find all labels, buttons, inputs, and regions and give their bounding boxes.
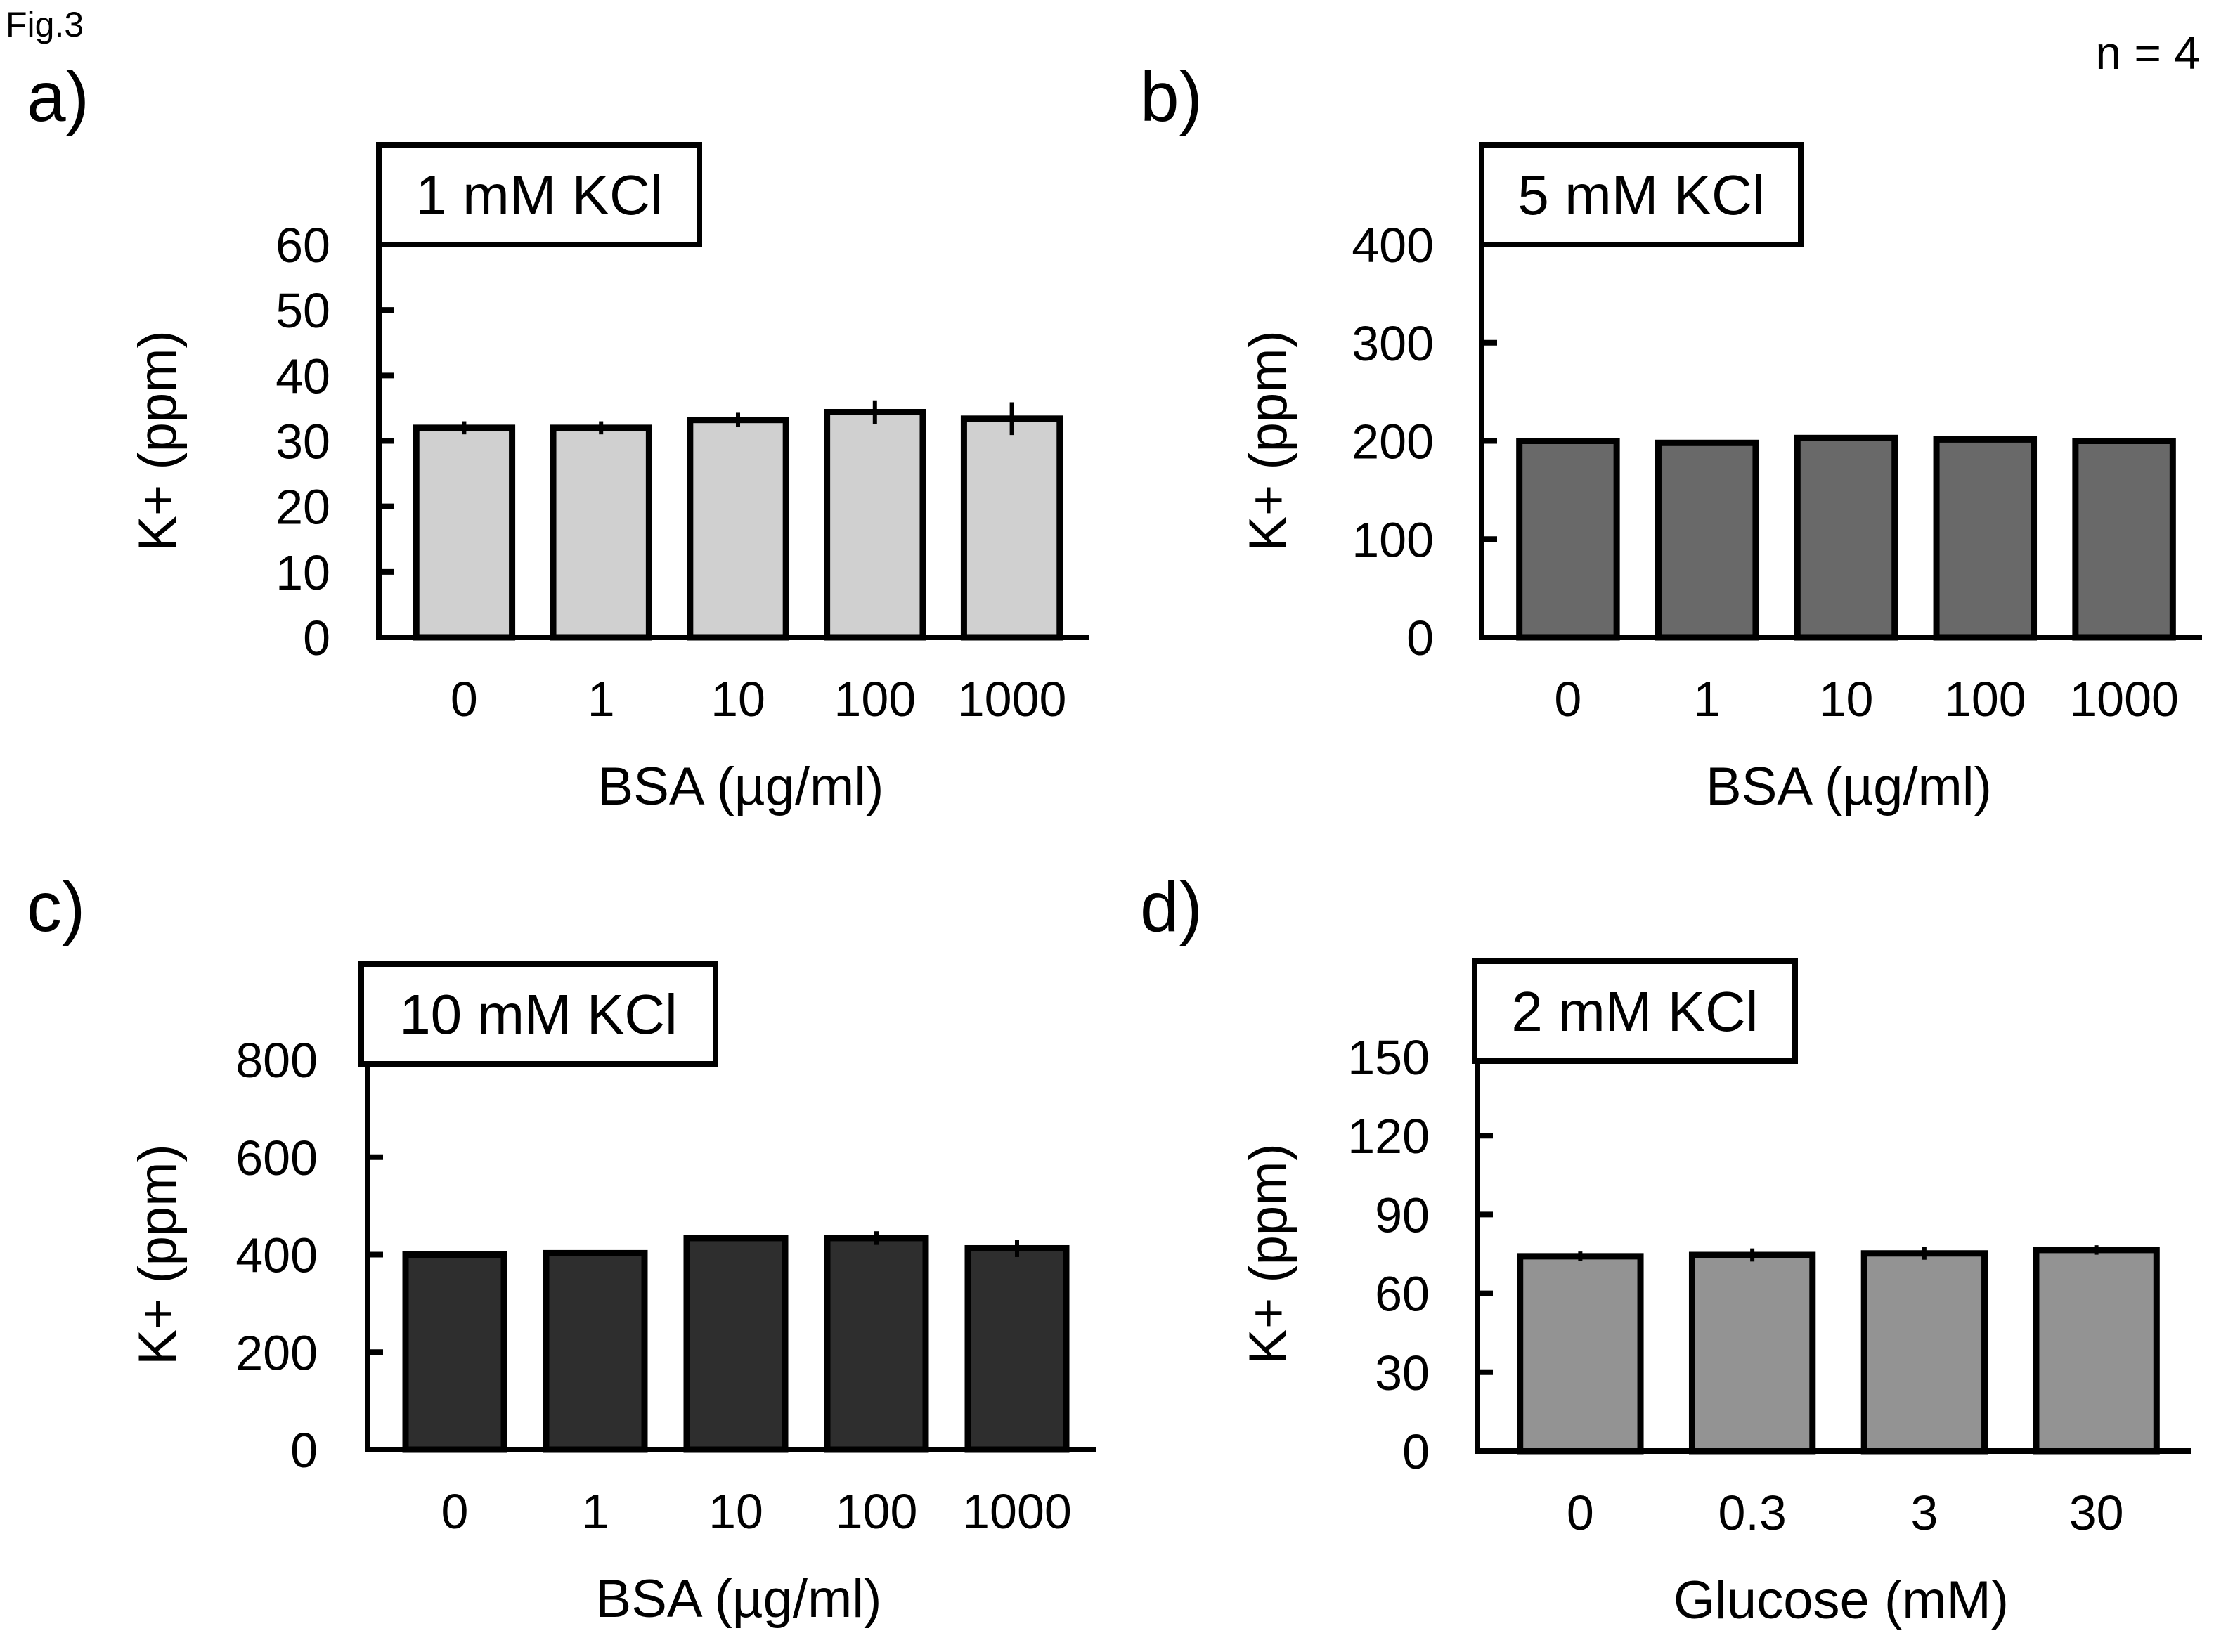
chart-panel-c: c) 0 200 400 600 800 K+ (ppm) 0 1 10 100 1000 BSA (µ… bbox=[27, 868, 1096, 1629]
x-tick-label: 1 bbox=[1693, 672, 1721, 727]
x-tick-label: 100 bbox=[836, 1484, 918, 1539]
condition-box bbox=[358, 961, 718, 1067]
bar bbox=[824, 1235, 929, 1453]
bar bbox=[1517, 1253, 1644, 1455]
x-tick-label: 0 bbox=[1567, 1485, 1594, 1540]
condition-label: 2 mM KCl bbox=[1511, 980, 1758, 1043]
x-tick-label: 0 bbox=[451, 672, 478, 727]
y-tick-label: 30 bbox=[276, 415, 330, 469]
bar bbox=[1655, 439, 1759, 641]
bar bbox=[413, 424, 516, 641]
bar bbox=[402, 1251, 507, 1453]
x-axis-title: BSA (µg/ml) bbox=[598, 757, 884, 817]
panel-letter: d) bbox=[1140, 868, 1203, 947]
x-axis-title: Glucose (mM) bbox=[1674, 1570, 2009, 1630]
bar bbox=[2072, 438, 2176, 641]
y-tick-label: 150 bbox=[1347, 1030, 1430, 1085]
bar bbox=[824, 409, 926, 641]
y-tick-label: 50 bbox=[276, 283, 330, 338]
bar bbox=[1688, 1251, 1816, 1455]
y-tick-label: 60 bbox=[1375, 1267, 1430, 1322]
y-tick-label: 800 bbox=[235, 1033, 318, 1088]
y-tick-label: 600 bbox=[235, 1131, 318, 1185]
condition-box bbox=[1479, 142, 1804, 247]
x-tick-label: 30 bbox=[2069, 1485, 2124, 1540]
y-axis-title: K+ (ppm) bbox=[128, 330, 188, 552]
y-tick-label: 200 bbox=[235, 1325, 318, 1380]
y-tick-label: 300 bbox=[1352, 316, 1434, 371]
y-tick-label: 40 bbox=[276, 349, 330, 403]
bar bbox=[2033, 1247, 2160, 1455]
bar bbox=[687, 417, 789, 641]
y-axis-title: K+ (ppm) bbox=[128, 1144, 188, 1365]
chart-panel-a: a) 0 10 20 30 40 50 60 K+ (ppm) 0 1 10 100 1000 BSA (µ… bbox=[27, 58, 1089, 817]
bar bbox=[543, 1249, 648, 1453]
sample-size-label: n = 4 bbox=[2095, 27, 2200, 79]
y-tick-label: 90 bbox=[1375, 1188, 1430, 1242]
panel-letter: b) bbox=[1140, 58, 1203, 136]
bar bbox=[1794, 434, 1898, 641]
y-tick-label: 100 bbox=[1352, 512, 1434, 567]
y-tick-label: 200 bbox=[1352, 415, 1434, 469]
y-tick-label: 0 bbox=[303, 611, 330, 665]
x-tick-label: 100 bbox=[1944, 672, 2026, 727]
x-tick-label: 1000 bbox=[957, 672, 1067, 727]
y-tick-label: 20 bbox=[276, 480, 330, 535]
panel-letter: a) bbox=[27, 58, 89, 136]
x-tick-label: 0 bbox=[1554, 672, 1581, 727]
condition-label: 1 mM KCl bbox=[415, 164, 662, 226]
y-axis-title: K+ (ppm) bbox=[1238, 330, 1298, 552]
y-tick-label: 400 bbox=[235, 1228, 318, 1283]
bar bbox=[683, 1235, 789, 1453]
bar bbox=[1516, 438, 1620, 641]
x-tick-label: 10 bbox=[711, 672, 765, 727]
bar bbox=[960, 415, 1063, 641]
y-tick-label: 60 bbox=[276, 218, 330, 273]
bar bbox=[964, 1244, 1070, 1453]
chart-panel-b: b) 0 100 200 300 400 K+ (ppm) 0 1 10 100 1000 BSA (µ… bbox=[1140, 58, 2202, 817]
panel-letter: c) bbox=[27, 868, 85, 947]
x-tick-label: 10 bbox=[708, 1484, 763, 1539]
x-tick-label: 1000 bbox=[962, 1484, 1072, 1539]
condition-label: 10 mM KCl bbox=[399, 983, 678, 1046]
figure-label: Fig.3 bbox=[6, 5, 84, 44]
bar bbox=[1933, 436, 2038, 641]
condition-box bbox=[376, 142, 702, 247]
condition-label: 5 mM KCl bbox=[1517, 164, 1764, 226]
x-tick-label: 0.3 bbox=[1718, 1485, 1786, 1540]
y-axis-title: K+ (ppm) bbox=[1238, 1143, 1298, 1365]
y-tick-label: 0 bbox=[1402, 1424, 1430, 1479]
y-tick-label: 10 bbox=[276, 545, 330, 600]
x-tick-label: 0 bbox=[441, 1484, 469, 1539]
condition-box bbox=[1472, 958, 1798, 1064]
bar bbox=[550, 424, 652, 641]
x-tick-label: 1000 bbox=[2069, 672, 2179, 727]
x-tick-label: 10 bbox=[1819, 672, 1874, 727]
chart-panel-d: d) 0 30 60 90 120 150 K+ (ppm) 0 0.3 3 30 Glucose (m… bbox=[1140, 868, 2191, 1630]
bar bbox=[1860, 1250, 1988, 1455]
y-tick-label: 0 bbox=[1406, 611, 1434, 665]
x-tick-label: 3 bbox=[1910, 1485, 1938, 1540]
x-tick-label: 1 bbox=[588, 672, 615, 727]
y-tick-label: 400 bbox=[1352, 218, 1434, 273]
x-axis-title: BSA (µg/ml) bbox=[596, 1569, 882, 1629]
x-axis-title: BSA (µg/ml) bbox=[1706, 757, 1992, 817]
y-tick-label: 120 bbox=[1347, 1109, 1430, 1164]
x-tick-label: 100 bbox=[834, 672, 916, 727]
x-tick-label: 1 bbox=[582, 1484, 609, 1539]
y-tick-label: 30 bbox=[1375, 1346, 1430, 1400]
y-tick-label: 0 bbox=[290, 1423, 318, 1478]
